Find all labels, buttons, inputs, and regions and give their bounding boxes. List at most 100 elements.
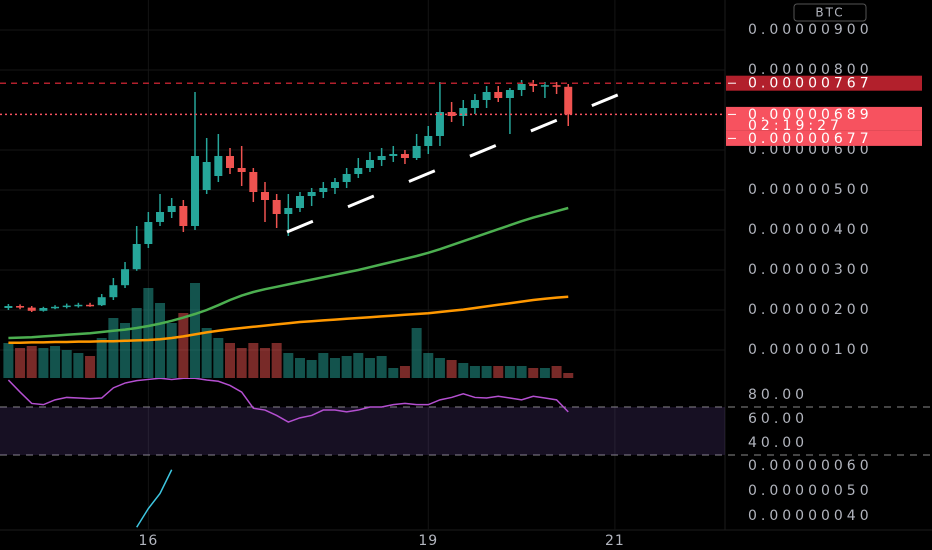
candle-body: [517, 84, 526, 90]
volume-bar: [225, 343, 236, 378]
volume-bar: [539, 368, 550, 378]
candle-body: [295, 196, 304, 208]
y-tick-label: 0.00000300: [748, 262, 873, 278]
y-tick-label: 0.00000060: [748, 458, 873, 474]
candle-body: [330, 182, 339, 188]
candle-body: [505, 90, 514, 98]
candle-body: [144, 222, 153, 244]
volume-bar: [493, 366, 504, 378]
volume-bar: [306, 360, 317, 378]
candle-body: [226, 156, 235, 168]
candle-body: [424, 136, 433, 146]
y-tick-label: 60.00: [748, 411, 808, 427]
volume-bar: [376, 356, 387, 378]
volume-bar: [201, 328, 212, 378]
candle-body: [4, 306, 13, 308]
volume-bar: [155, 303, 166, 378]
candle-body: [435, 112, 444, 136]
candle-body: [459, 108, 468, 116]
price-tag-label: 0.00000767: [748, 76, 873, 92]
lower-pane: [136, 469, 173, 528]
candle-body: [342, 174, 351, 182]
volume-bar: [131, 308, 142, 378]
price-tag-label: 0.00000689: [748, 107, 873, 123]
candle-body: [97, 297, 106, 306]
x-tick-label: 21: [605, 533, 625, 549]
price-tag: [726, 106, 922, 131]
y-tick-label: 0.00000900: [748, 22, 873, 38]
volume-bar: [528, 368, 539, 378]
volume-bar: [61, 350, 72, 378]
volume-bar: [166, 323, 177, 378]
candle-body: [389, 154, 398, 156]
volume-bar: [190, 283, 201, 378]
volume-bar: [38, 348, 49, 378]
volume-bar: [259, 348, 270, 378]
volume-bar: [213, 338, 224, 378]
axis-layer: 16 19 210.000009000.000008000.000006000.00…: [138, 22, 922, 549]
volume-bar: [178, 313, 189, 378]
volume-bar: [469, 366, 480, 378]
candle-body: [249, 172, 258, 192]
volume-bar: [329, 358, 340, 378]
volume-bar: [73, 353, 84, 378]
candle-body: [74, 304, 83, 307]
y-tick-label: 40.00: [748, 435, 808, 451]
rsi-band: [0, 407, 725, 456]
volume-bar: [563, 373, 574, 378]
countdown-label: 02:19:27: [748, 118, 843, 134]
y-tick-label: 0.00000100: [748, 342, 873, 358]
candle-body: [191, 156, 200, 226]
y-tick-label: 0.00000200: [748, 302, 873, 318]
candle-body: [237, 168, 246, 172]
volume-bar: [50, 346, 61, 378]
volume-bar: [434, 358, 445, 378]
volume-bar: [446, 360, 457, 378]
currency-box[interactable]: [793, 3, 867, 22]
price-tag: [726, 130, 922, 146]
volume-bar: [388, 368, 399, 378]
indicator-line: [136, 469, 173, 528]
candle-body: [482, 92, 491, 100]
candle-body: [16, 306, 25, 308]
volume-bar: [271, 343, 282, 378]
moving-average: [8, 206, 569, 340]
candle-body: [529, 84, 538, 86]
candle-body: [62, 305, 71, 308]
y-tick-label: 0.00000500: [748, 182, 873, 198]
candle-body: [564, 86, 573, 115]
volume-bar: [120, 323, 131, 378]
candle-body: [307, 192, 316, 196]
candle-body: [51, 306, 60, 309]
candle-body: [27, 307, 36, 311]
candle-body: [39, 308, 48, 311]
volume-bar: [411, 328, 422, 378]
currency-label[interactable]: BTC: [815, 6, 844, 20]
volume-bar: [399, 366, 410, 378]
indicator-line: [7, 378, 569, 423]
volume-bar: [143, 288, 154, 378]
candle-body: [132, 244, 141, 270]
volume-bar: [481, 366, 492, 378]
candle-body: [109, 285, 118, 298]
volume-bar: [85, 356, 96, 378]
candle-body: [156, 212, 165, 222]
price-tag: [726, 75, 922, 91]
volume-bar: [458, 363, 469, 378]
candle-body: [400, 154, 409, 158]
x-tick-label: 16: [138, 533, 158, 549]
volume-bar: [551, 366, 562, 378]
candle-body: [260, 192, 269, 200]
candle-body: [167, 206, 176, 212]
candle-body: [202, 162, 211, 190]
y-tick-label: 80.00: [748, 387, 808, 403]
volume-bar: [96, 338, 107, 378]
y-tick-label: 0.00000600: [748, 142, 873, 158]
moving-average: [8, 295, 569, 345]
volume-bar: [236, 348, 247, 378]
candle-body: [377, 156, 386, 160]
volume-bar: [516, 366, 527, 378]
rsi-pane: [0, 378, 725, 456]
volume-bar: [15, 348, 26, 378]
